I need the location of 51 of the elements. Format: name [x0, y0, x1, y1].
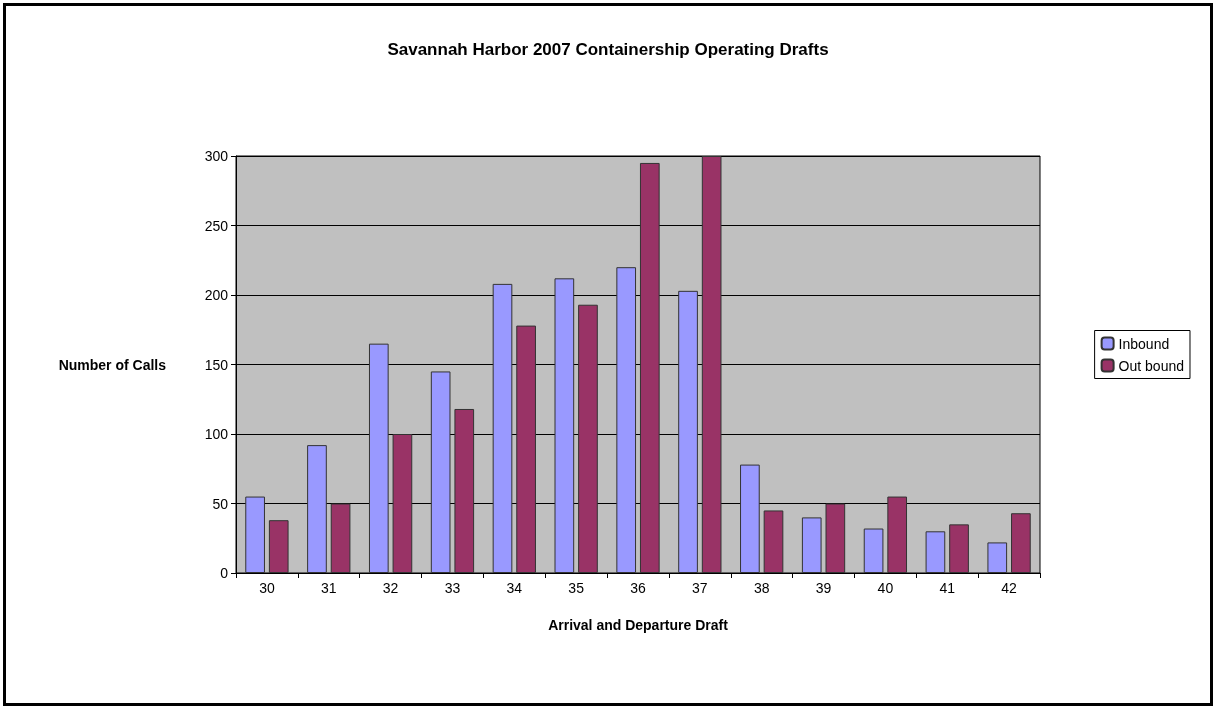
x-tick-label: 37 [692, 580, 708, 596]
bar [740, 464, 760, 573]
bar [245, 496, 265, 573]
bar [678, 290, 698, 573]
x-axis-title: Arrival and Departure Draft [548, 617, 729, 633]
x-tick-label: 36 [630, 580, 646, 596]
bar [949, 524, 969, 573]
bar [1011, 513, 1031, 573]
x-tick-label: 40 [877, 580, 894, 596]
bar [925, 531, 946, 573]
x-tick-label: 34 [506, 580, 523, 596]
y-tick-label: 150 [204, 356, 229, 373]
bar [616, 267, 637, 573]
bar [639, 162, 660, 573]
bar [430, 371, 451, 573]
x-tick-label: 30 [259, 580, 275, 596]
bar [454, 408, 475, 573]
x-tick-label: 31 [320, 580, 337, 596]
bar [987, 542, 1008, 573]
bar [268, 520, 289, 573]
y-tick-label: 200 [204, 287, 229, 303]
bar [887, 496, 908, 573]
y-axis-title: Number of Calls [58, 356, 167, 373]
y-tick-label: 0 [220, 565, 229, 581]
bar [701, 156, 722, 573]
x-tick-label: 32 [382, 580, 399, 596]
legend-label: Out bound [1118, 357, 1184, 374]
bar [825, 503, 846, 573]
bar [368, 343, 389, 573]
bar [330, 503, 351, 573]
x-tick-label: 41 [939, 580, 956, 596]
legend-label: Inbound [1118, 335, 1170, 352]
bar [392, 434, 413, 573]
x-tick-label: 33 [444, 580, 461, 596]
x-tick-label: 39 [815, 580, 832, 596]
y-tick-label: 300 [204, 148, 229, 164]
chart-title: Savannah Harbor 2007 Containership Operating Drafts [387, 40, 829, 59]
y-tick-label: 250 [204, 217, 229, 234]
y-tick-label: 50 [212, 495, 229, 512]
bar [307, 445, 327, 573]
bar [801, 517, 822, 573]
bar [863, 528, 884, 573]
x-tick-label: 42 [1001, 580, 1018, 596]
x-tick-label: 35 [568, 580, 585, 596]
bar [763, 510, 784, 573]
bar [578, 304, 598, 573]
bar [554, 278, 575, 573]
y-tick-label: 100 [204, 426, 229, 442]
x-tick-label: 38 [753, 580, 770, 596]
bar [516, 325, 536, 573]
bar [492, 283, 513, 573]
